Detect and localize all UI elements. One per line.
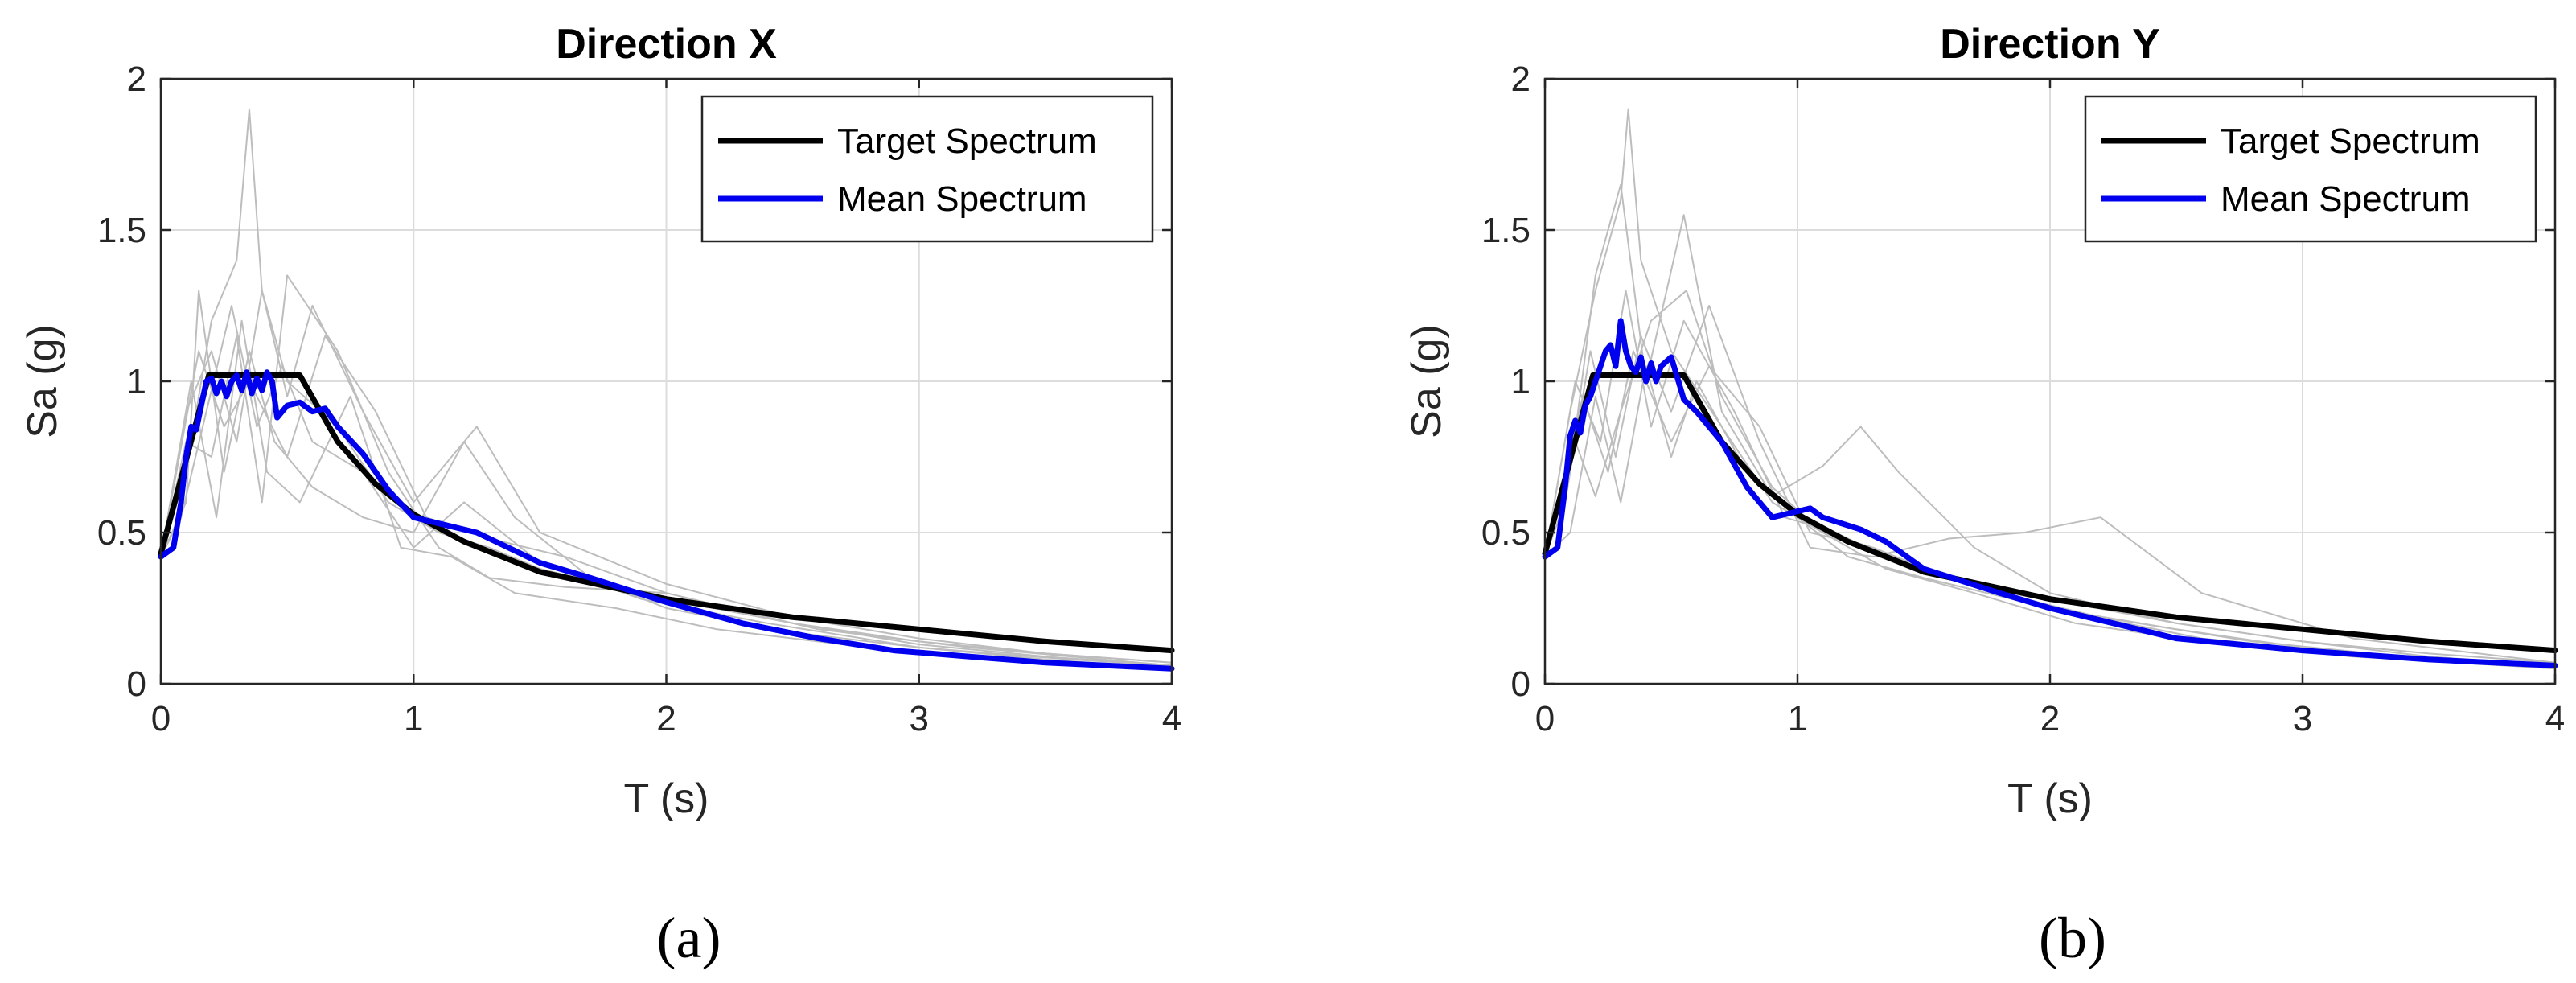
- record-spectrum-line: [1544, 183, 2556, 667]
- record-spectrum-line: [160, 319, 1173, 670]
- chart-title: Direction X: [556, 21, 777, 68]
- x-tick-label: 4: [2545, 699, 2565, 738]
- record-spectrum-line: [160, 108, 1173, 664]
- plot-area: 0 1 2 3 4 0 0.5 1 1.5 2 Target Spectrum Mean Spectr…: [1481, 60, 2565, 738]
- record-spectrum-line: [1544, 305, 2556, 664]
- panel-label: (a): [657, 906, 721, 970]
- x-tick-label: 3: [910, 699, 929, 738]
- legend: Target Spectrum Mean Spectrum: [2084, 95, 2537, 243]
- plot-area: 0 1 2 3 4 0 0.5 1 1.5 2 Target Spectrum Mean Spectr…: [97, 60, 1181, 738]
- legend-label: Mean Spectrum: [2221, 179, 2471, 219]
- y-tick-label: 0.5: [97, 513, 146, 553]
- y-axis-label: Sa (g): [19, 324, 66, 438]
- y-tick-label: 2: [1511, 60, 1530, 99]
- legend-box: [2084, 95, 2537, 243]
- x-tick-label: 1: [404, 699, 423, 738]
- panel-label: (b): [2039, 906, 2106, 970]
- x-tick-label: 3: [2293, 699, 2312, 738]
- y-tick-label: 1.5: [97, 211, 146, 250]
- y-tick-label: 1.5: [1481, 211, 1530, 250]
- target-spectrum-line: [158, 372, 1175, 654]
- x-tick-label: 1: [1788, 699, 1807, 738]
- panel-direction-y: Direction Y T (s) Sa (g) (b) 0 1 2 3 4 0 0.5 1 1…: [1403, 21, 2565, 970]
- legend-label: Target Spectrum: [837, 121, 1097, 161]
- y-tick-label: 1: [1511, 362, 1530, 401]
- record-spectrum-line: [160, 335, 1173, 667]
- y-tick-label: 2: [127, 60, 146, 99]
- legend-label: Target Spectrum: [2221, 121, 2480, 161]
- mean-spectrum-line: [1542, 318, 2558, 668]
- chart-title: Direction Y: [1940, 21, 2160, 68]
- x-tick-label: 0: [151, 699, 171, 738]
- x-tick-label: 2: [656, 699, 676, 738]
- x-tick-label: 4: [1162, 699, 1181, 738]
- record-spectrum-line: [160, 305, 1173, 667]
- record-spectrum-line: [1544, 350, 2556, 670]
- y-tick-label: 0: [1511, 664, 1530, 704]
- target-spectrum-line: [1542, 372, 2558, 654]
- y-tick-label: 0: [127, 664, 146, 704]
- y-axis-label: Sa (g): [1403, 324, 1450, 438]
- x-axis-label: T (s): [2007, 775, 2093, 822]
- legend: Target Spectrum Mean Spectrum: [700, 95, 1154, 243]
- x-axis-label: T (s): [624, 775, 709, 822]
- x-tick-label: 2: [2040, 699, 2060, 738]
- legend-box: [700, 95, 1154, 243]
- legend-label: Mean Spectrum: [837, 179, 1087, 219]
- mean-spectrum-line: [158, 369, 1175, 672]
- y-tick-label: 1: [127, 362, 146, 401]
- y-tick-label: 0.5: [1481, 513, 1530, 553]
- record-spectrum-line: [160, 290, 1173, 670]
- x-tick-label: 0: [1535, 699, 1555, 738]
- panel-direction-x: Direction X T (s) Sa (g) (a) 0 1 2 3 4 0 0.5 1 1…: [19, 21, 1181, 970]
